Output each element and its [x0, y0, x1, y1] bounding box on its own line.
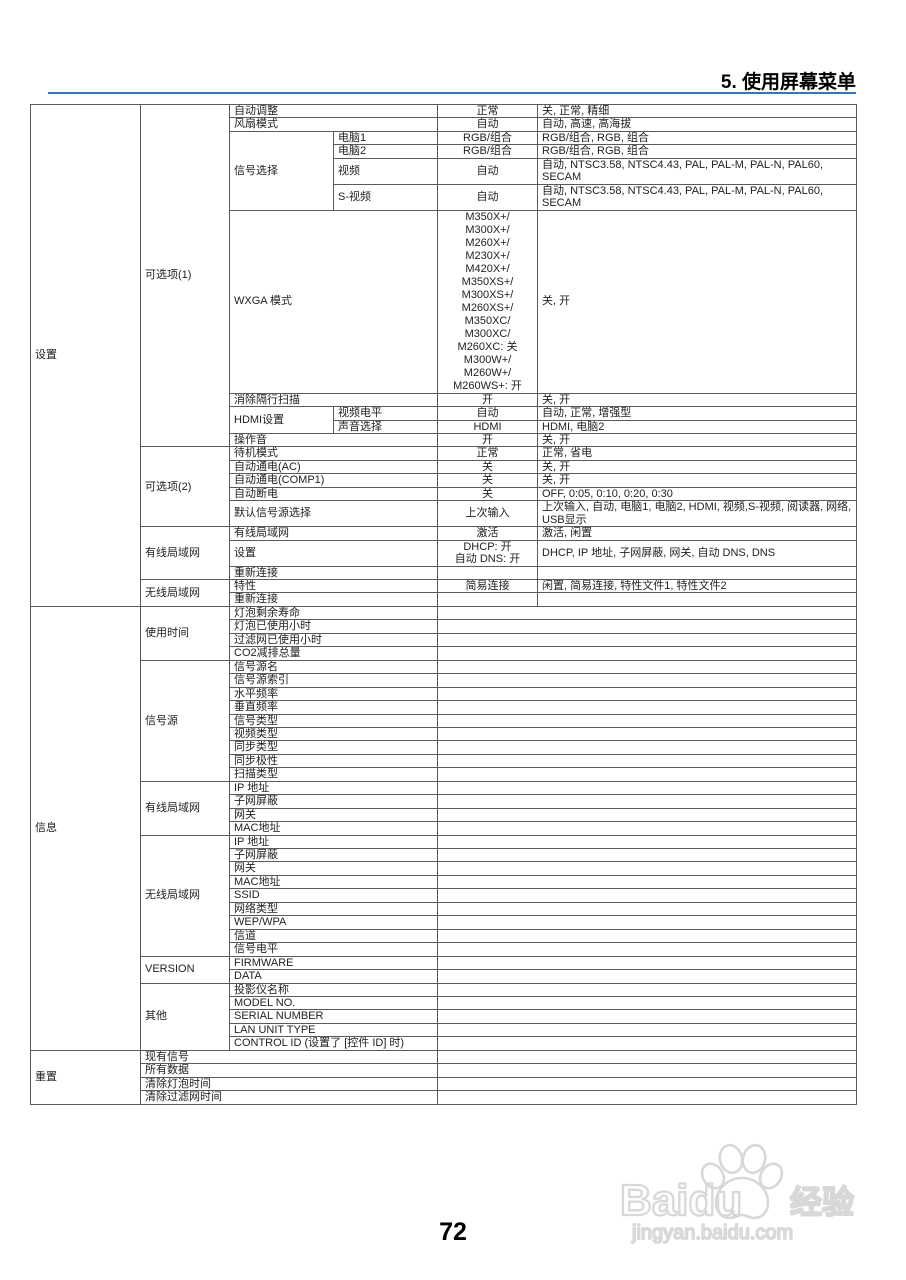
- svg-text:经验: 经验: [790, 1184, 854, 1220]
